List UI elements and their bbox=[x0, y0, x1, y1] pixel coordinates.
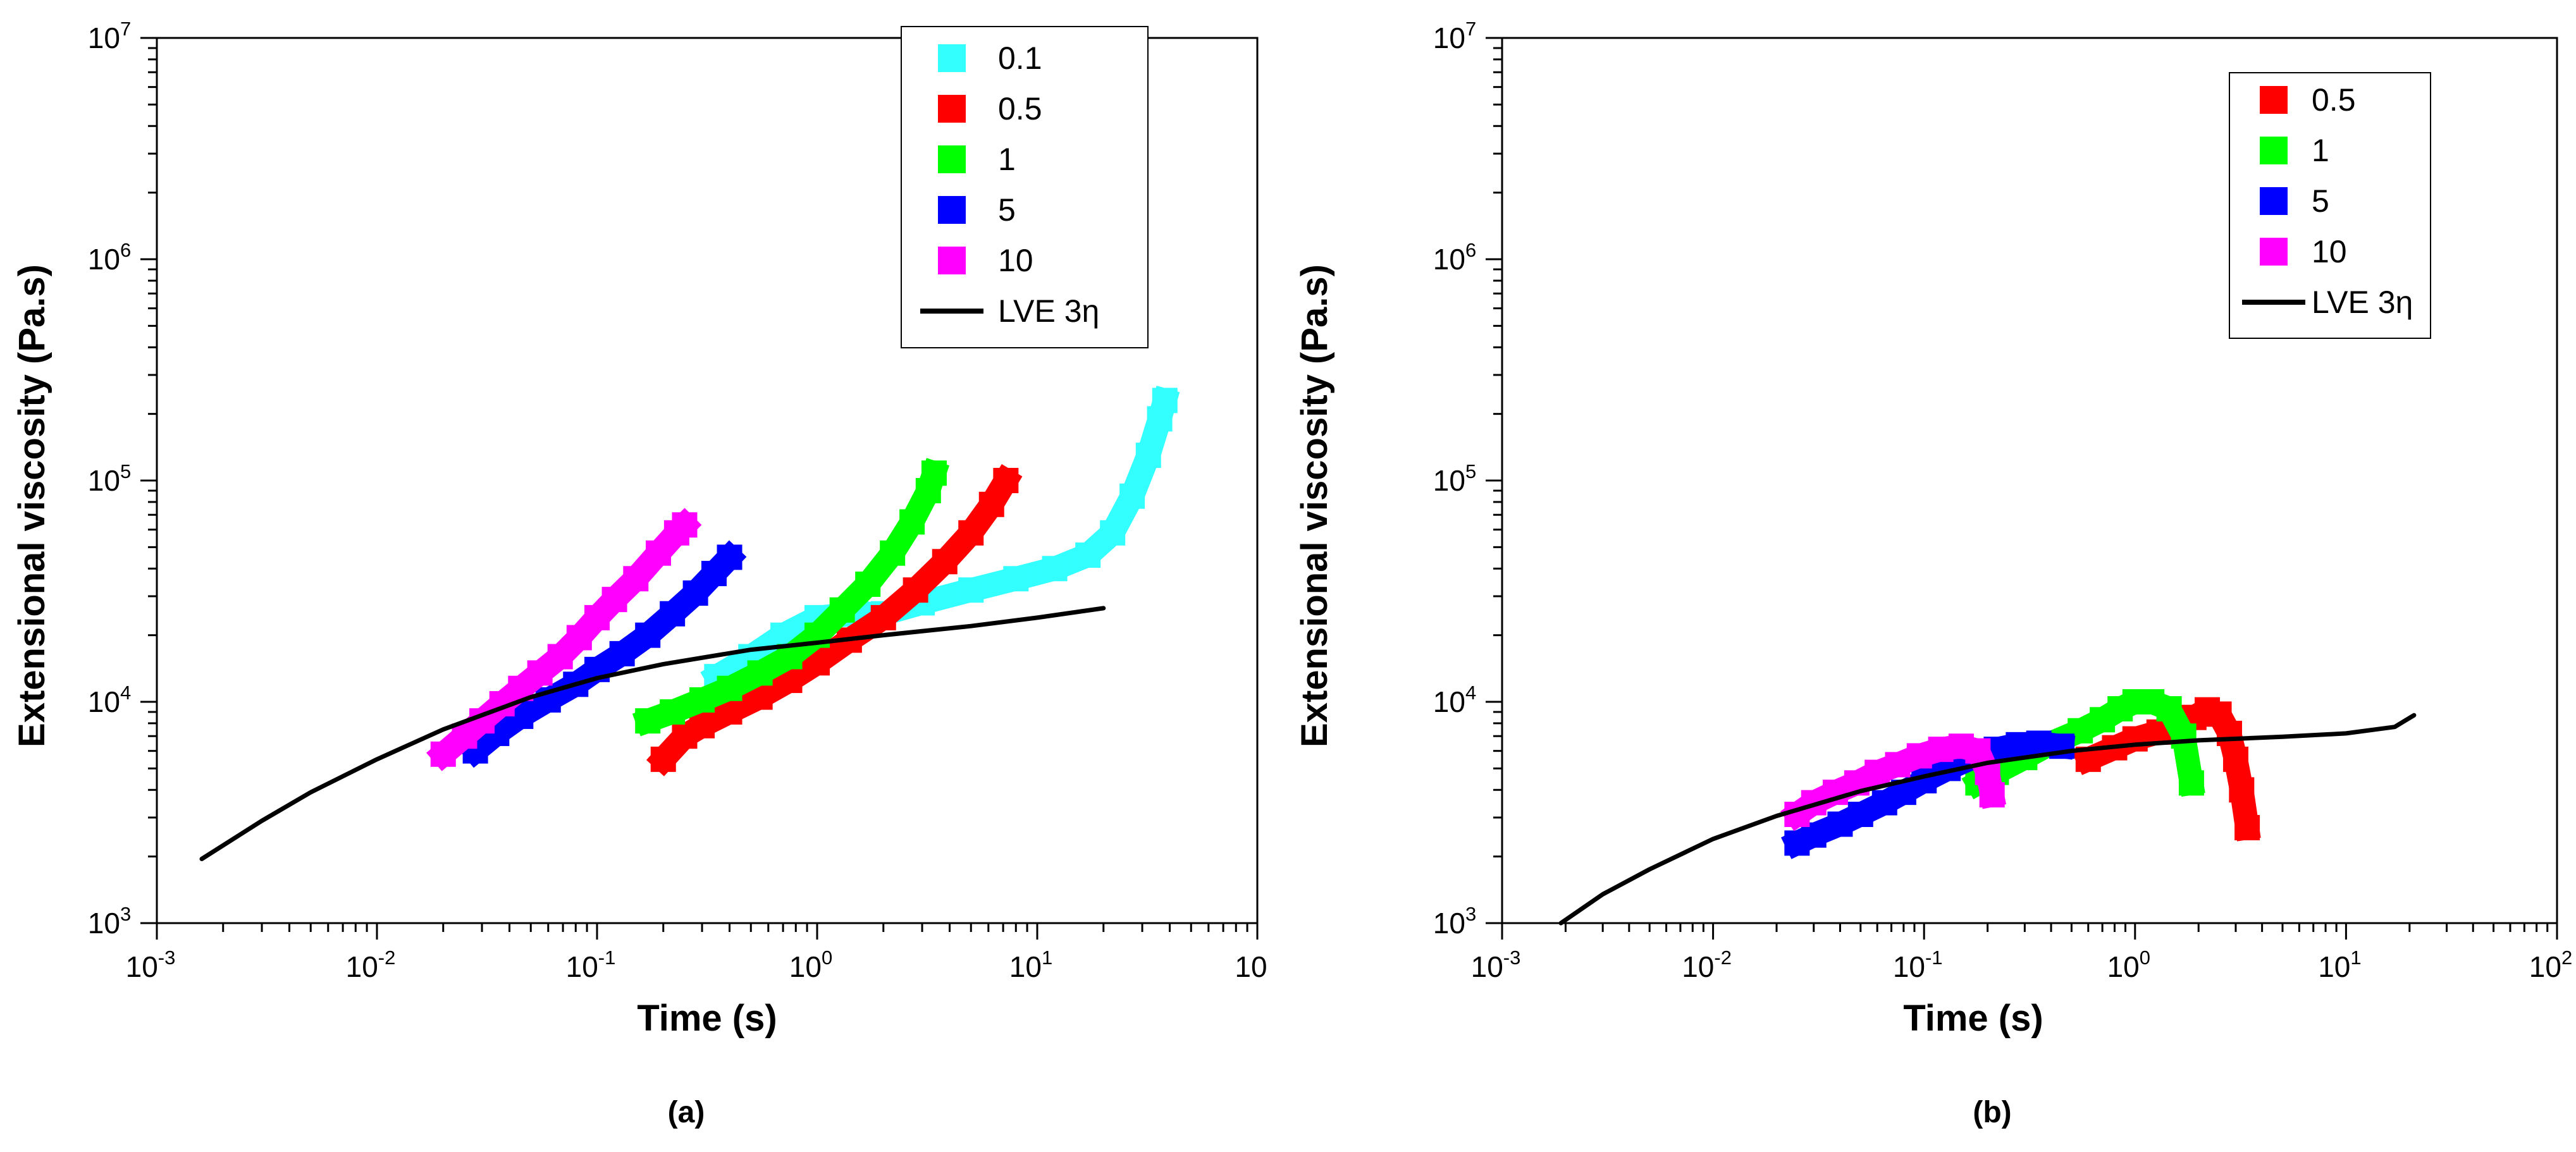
axis-ticks-a bbox=[140, 37, 1259, 940]
x-tick-labels-b: 10-3 10-2 10-1 100 101 102 bbox=[1471, 947, 2573, 983]
legend-label: 5 bbox=[2312, 183, 2329, 219]
legend-label: 1 bbox=[2312, 133, 2329, 168]
data-point bbox=[1100, 520, 1126, 546]
panel-label-b: (b) bbox=[1973, 1096, 2011, 1129]
series-0_1 bbox=[700, 385, 1180, 694]
data-point bbox=[1847, 802, 1873, 828]
legend-b: 0.5 1 5 10 LVE 3η bbox=[2229, 72, 2431, 339]
data-point bbox=[958, 577, 984, 603]
data-point bbox=[635, 622, 661, 648]
data-point bbox=[1075, 542, 1101, 568]
data-point bbox=[623, 566, 649, 592]
data-point bbox=[2234, 815, 2260, 841]
series-lve bbox=[199, 606, 1106, 861]
legend-label: LVE 3η bbox=[2312, 285, 2413, 320]
y-tick-label: 104 bbox=[88, 682, 131, 718]
data-point bbox=[1003, 566, 1029, 592]
data-point bbox=[2026, 730, 2052, 756]
y-axis-title-a: Extensional viscosity (Pa.s) bbox=[11, 264, 52, 747]
data-point bbox=[1906, 743, 1932, 769]
data-point bbox=[978, 491, 1004, 517]
axis-ticks-b bbox=[1486, 37, 2558, 940]
data-point bbox=[855, 571, 881, 597]
series-lve bbox=[1558, 713, 2417, 926]
legend-label: LVE 3η bbox=[998, 293, 1099, 329]
chart-panel-b: Extensional viscosity (Pa.s) 10-3 10-2 10-… bbox=[1294, 18, 2572, 1129]
lve-curve bbox=[199, 606, 1106, 861]
legend-marker-swatch bbox=[2260, 86, 2288, 114]
data-point bbox=[717, 675, 743, 701]
legend-marker-swatch bbox=[2260, 137, 2288, 164]
x-tick-label: 10 bbox=[1235, 950, 1267, 983]
data-point bbox=[689, 687, 715, 713]
data-point bbox=[1965, 738, 1991, 764]
legend-a: 0.1 0.5 1 5 10 LVE 3η bbox=[901, 26, 1149, 348]
data-point bbox=[921, 460, 947, 486]
x-axis-title-b: Time (s) bbox=[1903, 998, 2043, 1039]
data-point bbox=[2229, 777, 2255, 803]
data-point bbox=[899, 509, 925, 535]
data-point bbox=[672, 512, 698, 538]
legend-label: 0.5 bbox=[998, 91, 1042, 126]
series-10 bbox=[426, 508, 702, 771]
data-point bbox=[601, 587, 627, 613]
data-point bbox=[660, 601, 686, 627]
legend-label: 0.1 bbox=[998, 40, 1042, 76]
data-point bbox=[2156, 696, 2182, 722]
legend-label: 5 bbox=[998, 192, 1016, 228]
data-point bbox=[932, 549, 958, 575]
legend-label: 10 bbox=[2312, 234, 2347, 269]
legend-marker-swatch bbox=[938, 247, 966, 274]
data-point bbox=[958, 520, 984, 546]
data-point bbox=[829, 597, 855, 623]
data-point bbox=[635, 708, 661, 734]
data-point bbox=[1911, 768, 1937, 794]
data-point bbox=[2216, 720, 2242, 746]
legend-label: 10 bbox=[998, 243, 1033, 278]
data-point bbox=[880, 540, 906, 566]
data-point bbox=[1885, 752, 1911, 778]
legend-marker-swatch bbox=[938, 95, 966, 123]
series-band bbox=[700, 385, 1180, 694]
data-point bbox=[870, 604, 896, 630]
legend-marker-swatch bbox=[938, 145, 966, 173]
data-point bbox=[2222, 746, 2248, 772]
panel-label-a: (a) bbox=[668, 1096, 705, 1129]
lve-curve bbox=[1558, 713, 2417, 926]
data-point bbox=[993, 468, 1019, 493]
data-point bbox=[1979, 782, 2005, 808]
legend-marker-swatch bbox=[938, 196, 966, 224]
chart-panel-a: Extensional viscosity (Pa.s) 10-3 10-2 10-… bbox=[11, 18, 1267, 1129]
data-point bbox=[747, 660, 773, 686]
data-point bbox=[903, 577, 928, 603]
series-group-a bbox=[199, 385, 1180, 861]
data-point bbox=[430, 741, 456, 767]
data-point bbox=[650, 746, 676, 772]
data-point bbox=[2178, 770, 2204, 796]
x-tick-label: 10-2 bbox=[1682, 947, 1732, 983]
data-point bbox=[2171, 723, 2197, 749]
legend-frame-a bbox=[901, 26, 1149, 348]
data-point bbox=[689, 713, 715, 738]
data-point bbox=[1042, 556, 1068, 582]
x-axis-title-a: Time (s) bbox=[637, 998, 777, 1039]
data-point bbox=[717, 544, 743, 570]
y-axis-title-b: Extensional viscosity (Pa.s) bbox=[1294, 264, 1335, 747]
data-point bbox=[1135, 443, 1161, 469]
data-point bbox=[1119, 483, 1145, 509]
data-point bbox=[609, 640, 635, 666]
legend-marker-swatch bbox=[2260, 187, 2288, 215]
legend-label: 0.5 bbox=[2312, 82, 2356, 118]
series-group-b bbox=[1558, 689, 2417, 926]
data-point bbox=[660, 699, 686, 725]
legend-marker-swatch bbox=[938, 44, 966, 72]
legend-label: 1 bbox=[998, 142, 1016, 177]
data-point bbox=[1152, 388, 1178, 414]
legend-marker-swatch bbox=[2260, 238, 2288, 266]
